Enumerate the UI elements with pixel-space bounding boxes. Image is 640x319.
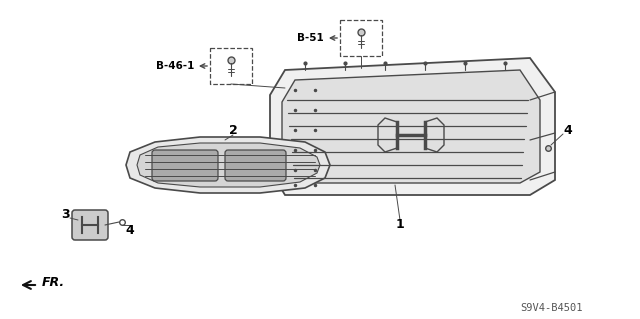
Polygon shape	[282, 70, 540, 183]
Text: 1: 1	[396, 219, 404, 232]
Text: 4: 4	[564, 123, 572, 137]
FancyBboxPatch shape	[225, 150, 286, 181]
Polygon shape	[126, 137, 330, 193]
Polygon shape	[137, 143, 320, 187]
Text: 2: 2	[228, 123, 237, 137]
Text: FR.: FR.	[42, 277, 65, 290]
Text: 4: 4	[125, 224, 134, 236]
Text: B-46-1: B-46-1	[156, 61, 194, 71]
Text: B-51: B-51	[297, 33, 324, 43]
FancyBboxPatch shape	[152, 150, 218, 181]
Polygon shape	[270, 58, 555, 195]
Text: 3: 3	[61, 209, 69, 221]
FancyBboxPatch shape	[72, 210, 108, 240]
Text: S9V4-B4501: S9V4-B4501	[520, 303, 582, 313]
